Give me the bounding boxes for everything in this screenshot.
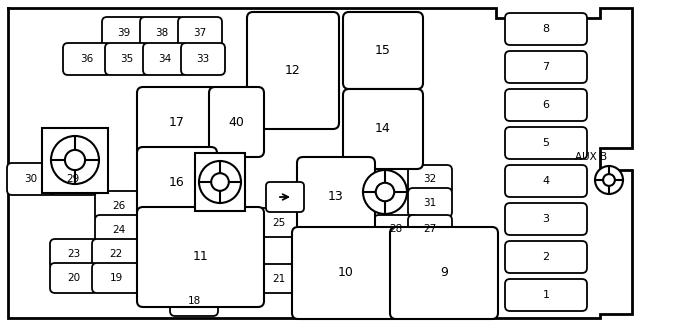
- Text: 27: 27: [424, 225, 437, 234]
- Bar: [42, 128, 108, 193]
- FancyBboxPatch shape: [374, 215, 418, 244]
- FancyBboxPatch shape: [292, 227, 400, 319]
- Text: 36: 36: [80, 54, 94, 64]
- Text: 2: 2: [542, 252, 550, 262]
- FancyBboxPatch shape: [178, 17, 222, 49]
- Text: 1: 1: [542, 290, 550, 300]
- FancyBboxPatch shape: [343, 12, 423, 89]
- FancyBboxPatch shape: [105, 43, 149, 75]
- Text: 17: 17: [169, 115, 185, 128]
- FancyBboxPatch shape: [50, 239, 98, 269]
- FancyBboxPatch shape: [408, 165, 452, 194]
- FancyBboxPatch shape: [505, 279, 587, 311]
- FancyBboxPatch shape: [95, 191, 143, 221]
- FancyBboxPatch shape: [102, 17, 146, 49]
- FancyBboxPatch shape: [137, 147, 217, 217]
- Text: 26: 26: [113, 201, 125, 211]
- Text: AUX B: AUX B: [575, 152, 607, 162]
- FancyBboxPatch shape: [137, 87, 217, 157]
- Text: 13: 13: [328, 190, 344, 203]
- Text: 4: 4: [542, 176, 550, 186]
- Text: 14: 14: [375, 123, 391, 136]
- Text: 35: 35: [120, 54, 134, 64]
- FancyBboxPatch shape: [505, 13, 587, 45]
- Text: 21: 21: [272, 274, 286, 284]
- Text: 37: 37: [193, 28, 206, 38]
- Text: 38: 38: [155, 28, 169, 38]
- FancyBboxPatch shape: [143, 43, 187, 75]
- FancyBboxPatch shape: [49, 163, 97, 195]
- FancyBboxPatch shape: [257, 264, 301, 293]
- Text: 39: 39: [118, 28, 131, 38]
- Text: 18: 18: [188, 296, 201, 306]
- Text: 32: 32: [424, 174, 437, 185]
- Text: 31: 31: [424, 198, 437, 208]
- FancyBboxPatch shape: [181, 43, 225, 75]
- FancyBboxPatch shape: [170, 286, 218, 316]
- Circle shape: [595, 166, 623, 194]
- Circle shape: [199, 161, 241, 203]
- Text: 12: 12: [285, 64, 301, 77]
- Circle shape: [211, 173, 229, 191]
- FancyBboxPatch shape: [209, 87, 264, 157]
- FancyBboxPatch shape: [95, 215, 143, 245]
- Text: 20: 20: [67, 273, 80, 283]
- Text: 10: 10: [338, 266, 354, 279]
- FancyBboxPatch shape: [7, 163, 55, 195]
- Text: 9: 9: [440, 266, 448, 279]
- Text: 19: 19: [109, 273, 122, 283]
- Text: 5: 5: [542, 138, 550, 148]
- FancyBboxPatch shape: [247, 12, 339, 129]
- Text: 15: 15: [375, 44, 391, 57]
- Circle shape: [376, 183, 394, 201]
- FancyBboxPatch shape: [50, 263, 98, 293]
- FancyBboxPatch shape: [505, 51, 587, 83]
- Bar: [195, 153, 245, 211]
- FancyBboxPatch shape: [92, 263, 140, 293]
- Text: 34: 34: [158, 54, 172, 64]
- FancyBboxPatch shape: [505, 165, 587, 197]
- FancyBboxPatch shape: [343, 89, 423, 169]
- FancyBboxPatch shape: [408, 215, 452, 244]
- Text: 24: 24: [113, 225, 125, 235]
- Text: 29: 29: [66, 174, 80, 184]
- Text: 23: 23: [67, 249, 80, 259]
- Circle shape: [363, 170, 407, 214]
- FancyBboxPatch shape: [505, 89, 587, 121]
- Text: 22: 22: [109, 249, 122, 259]
- Circle shape: [51, 136, 99, 184]
- Text: 3: 3: [542, 214, 550, 224]
- FancyBboxPatch shape: [63, 43, 111, 75]
- FancyBboxPatch shape: [505, 241, 587, 273]
- Text: 33: 33: [197, 54, 209, 64]
- Text: 7: 7: [542, 62, 550, 72]
- Text: 40: 40: [229, 115, 244, 128]
- FancyBboxPatch shape: [390, 227, 498, 319]
- FancyBboxPatch shape: [505, 127, 587, 159]
- Text: 30: 30: [25, 174, 38, 184]
- Text: 25: 25: [272, 217, 286, 228]
- FancyBboxPatch shape: [266, 182, 304, 212]
- FancyBboxPatch shape: [140, 17, 184, 49]
- FancyBboxPatch shape: [505, 203, 587, 235]
- FancyBboxPatch shape: [257, 208, 301, 237]
- Text: 16: 16: [169, 175, 185, 188]
- Circle shape: [603, 174, 615, 186]
- Text: 11: 11: [193, 250, 209, 263]
- Circle shape: [65, 150, 85, 170]
- FancyBboxPatch shape: [92, 239, 140, 269]
- Text: 8: 8: [542, 24, 550, 34]
- Text: 6: 6: [542, 100, 550, 110]
- FancyBboxPatch shape: [137, 207, 264, 307]
- FancyBboxPatch shape: [408, 188, 452, 217]
- FancyBboxPatch shape: [297, 157, 375, 237]
- Text: 28: 28: [389, 225, 402, 234]
